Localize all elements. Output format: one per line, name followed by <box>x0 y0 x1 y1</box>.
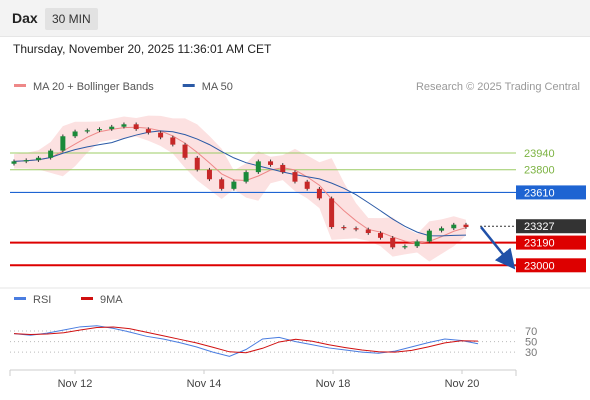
candle-body <box>390 237 396 248</box>
candle-body <box>451 224 457 229</box>
rsi-line <box>13 325 479 357</box>
rsi-tick-70: 70 <box>525 326 537 338</box>
candle-body <box>97 129 103 131</box>
candle-body <box>35 157 41 161</box>
level-label-23940: 23940 <box>524 148 555 160</box>
candle-body <box>268 161 274 165</box>
candle-body <box>48 150 54 158</box>
legend-swatch-0 <box>14 84 26 87</box>
candle-body <box>316 188 322 199</box>
candle-body <box>243 172 249 182</box>
level-label-23190: 23190 <box>524 238 555 250</box>
level-label-23000: 23000 <box>524 260 555 272</box>
candle-body <box>158 132 164 138</box>
candle-body <box>377 233 383 238</box>
candle-body <box>219 179 225 189</box>
rsi-legend-swatch-1 <box>81 297 93 300</box>
candle-body <box>109 126 115 130</box>
candle-body <box>426 230 432 242</box>
bollinger-band <box>14 115 466 262</box>
top-bar: Dax 30 MIN <box>0 0 590 37</box>
candle-body <box>280 164 286 173</box>
candle-body <box>341 227 347 229</box>
candle-body <box>11 161 17 164</box>
candle-body <box>145 129 151 133</box>
candle-body <box>329 198 335 228</box>
candle-body <box>133 124 139 130</box>
candle-body <box>23 160 29 162</box>
candle-body <box>304 181 310 189</box>
ma20-line <box>13 126 467 244</box>
x-tick-label: Nov 12 <box>58 378 93 390</box>
legend-label-0: MA 20 + Bollinger Bands <box>33 81 154 93</box>
x-tick-label: Nov 20 <box>445 378 480 390</box>
ma50-line <box>13 130 467 237</box>
candle-body <box>182 144 188 158</box>
candle-body <box>353 228 359 230</box>
candle-body <box>231 181 237 189</box>
timeframe-button[interactable]: 30 MIN <box>45 8 98 30</box>
rsi-legend-label-1: 9MA <box>100 294 123 306</box>
rsi-ma-line <box>13 326 479 354</box>
level-label-23610: 23610 <box>524 187 555 199</box>
candle-body <box>439 228 445 231</box>
level-badge-23000 <box>516 258 586 273</box>
candle-body <box>414 241 420 247</box>
x-tick-label: Nov 18 <box>316 378 351 390</box>
candle-body <box>170 137 176 145</box>
candle-body <box>121 124 127 127</box>
legend-swatch-1 <box>182 84 195 87</box>
level-label-23327: 23327 <box>524 221 555 233</box>
candle-body <box>194 157 200 170</box>
candle-body <box>365 229 371 234</box>
candle-body <box>402 246 408 248</box>
symbol-title: Dax <box>12 10 38 26</box>
rsi-legend-label-0: RSI <box>33 294 51 306</box>
rsi-legend-swatch-0 <box>14 297 26 300</box>
forecast-arrow <box>480 226 516 270</box>
rsi-tick-30: 30 <box>525 347 537 359</box>
candle-body <box>255 161 261 173</box>
candle-body <box>206 169 212 180</box>
level-label-23800: 23800 <box>524 165 555 177</box>
candle-body <box>292 172 298 182</box>
x-tick-label: Nov 14 <box>187 378 222 390</box>
candle-body <box>463 224 469 228</box>
candle-body <box>72 131 78 137</box>
legend-label-1: MA 50 <box>202 81 233 93</box>
level-badge-23327 <box>516 219 586 234</box>
candle-body <box>84 130 90 132</box>
candle-body <box>60 136 66 151</box>
timestamp: Thursday, November 20, 2025 11:36:01 AM … <box>13 42 272 56</box>
level-badge-23610 <box>516 185 586 200</box>
level-badge-23190 <box>516 235 586 250</box>
copyright-text: Research © 2025 Trading Central <box>416 81 580 93</box>
rsi-tick-50: 50 <box>525 337 537 349</box>
